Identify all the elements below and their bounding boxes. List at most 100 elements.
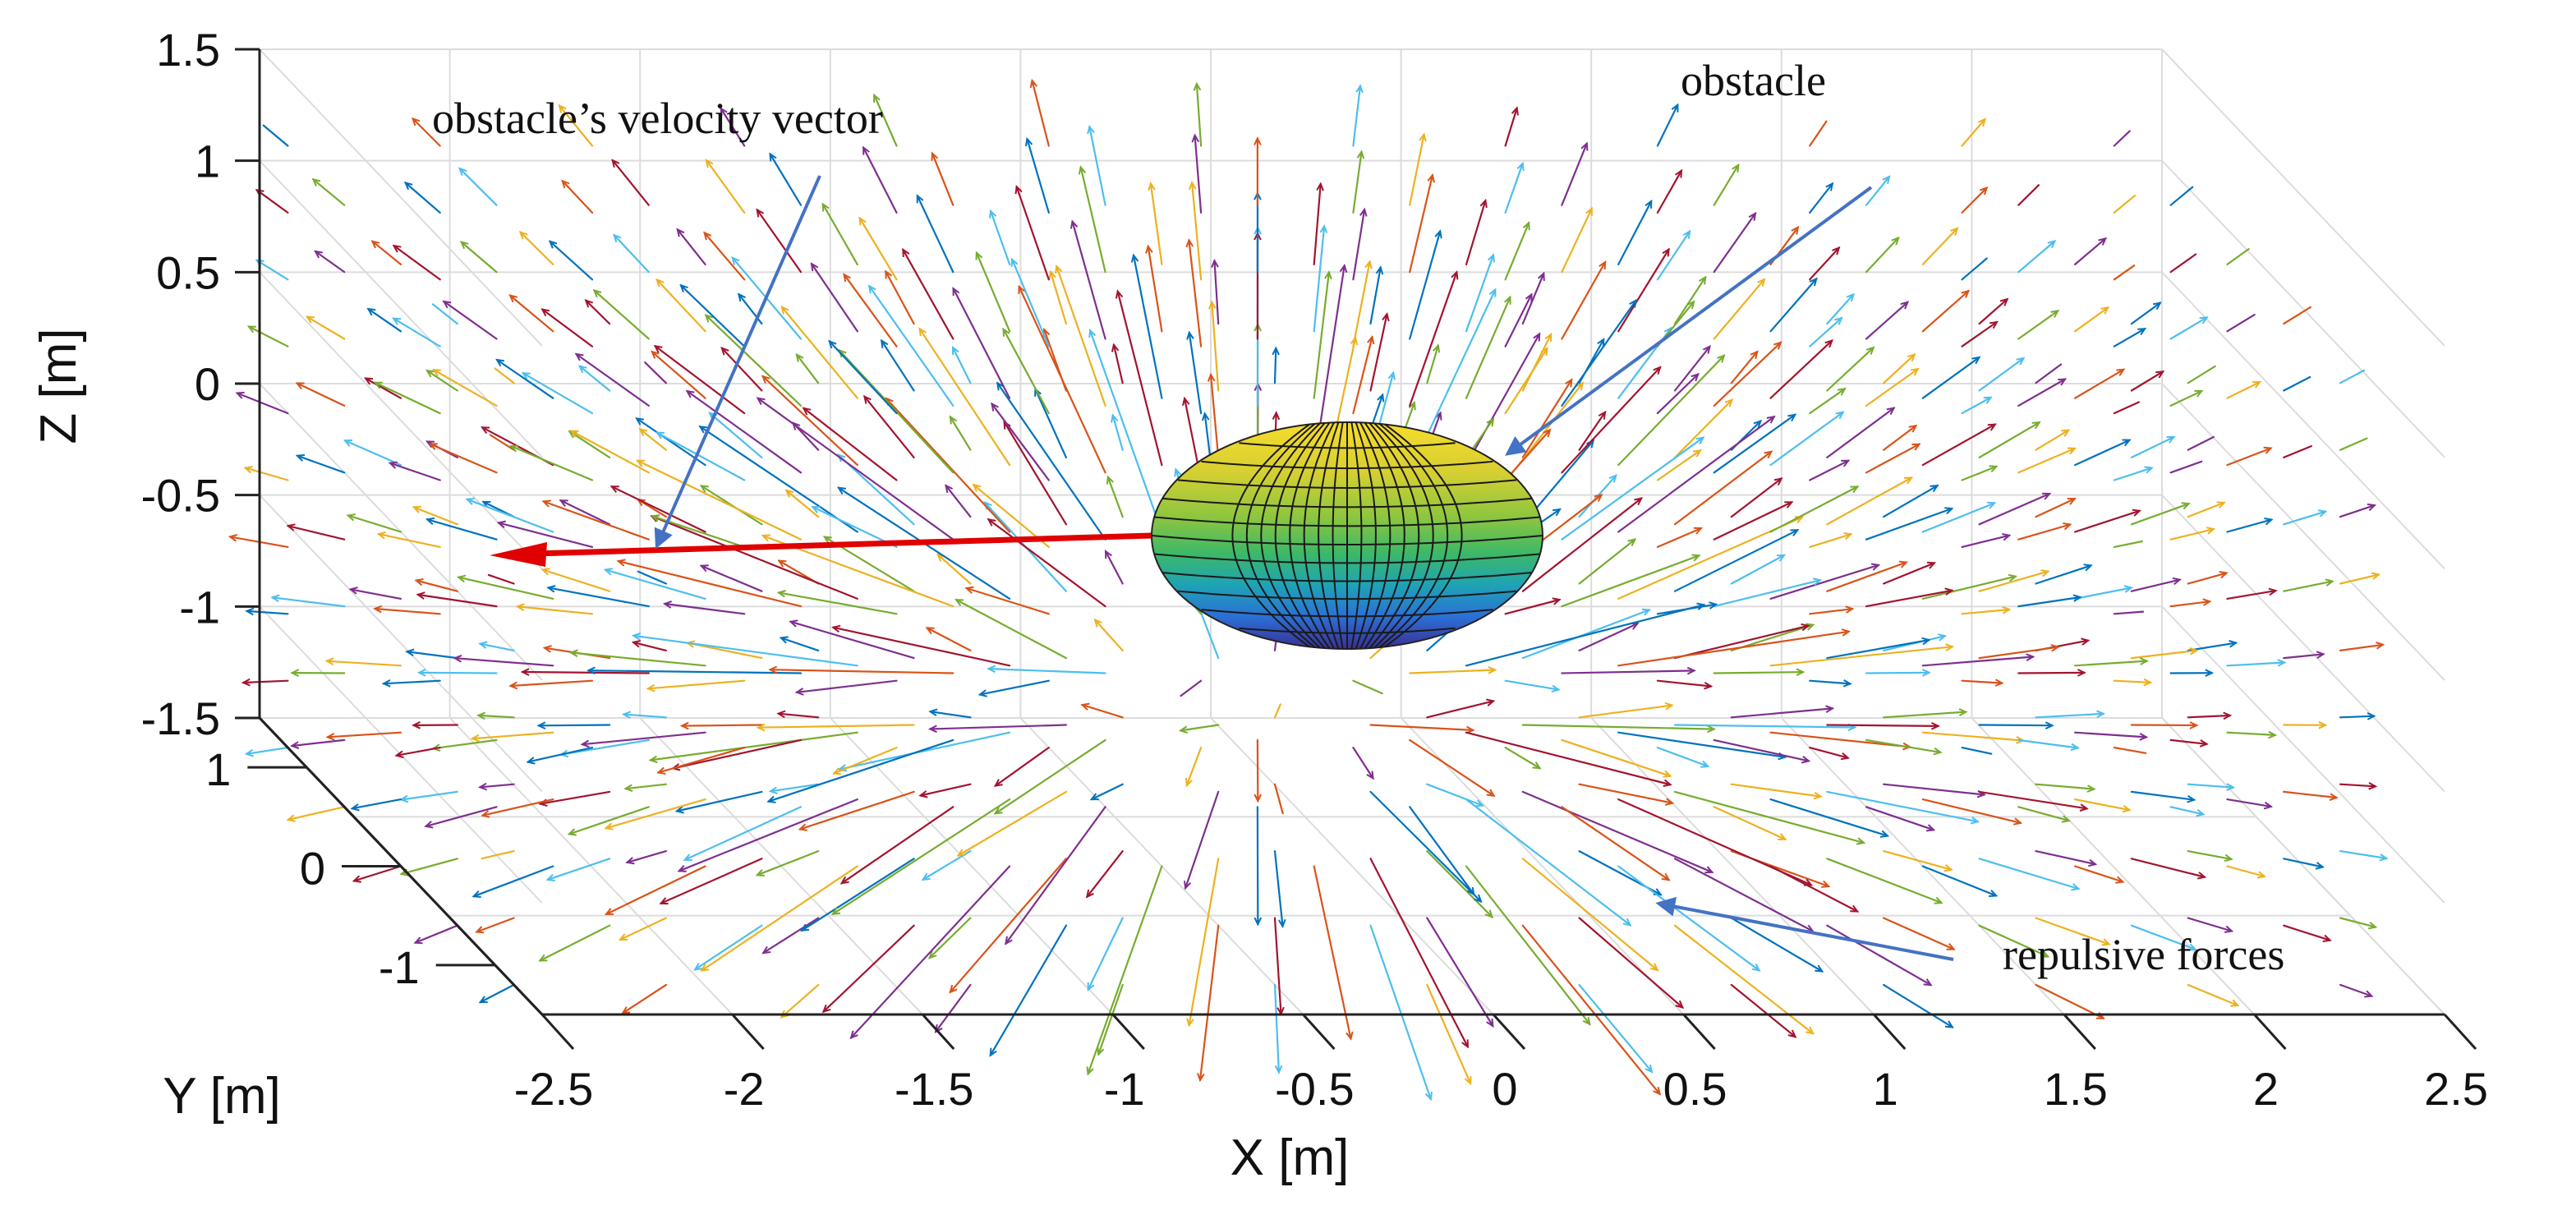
force-vector [371, 240, 402, 265]
force-vector-head [1024, 136, 1033, 147]
x-tick-mark [1302, 1013, 1336, 1051]
force-vector-head [2224, 925, 2234, 933]
x-tick-mark [2443, 1013, 2477, 1051]
annotation-repulsive-text: repulsive forces [2003, 930, 2284, 979]
force-vector-head [653, 344, 663, 353]
force-vector-head [392, 244, 402, 253]
force-vector-head [2263, 801, 2274, 810]
force-vector-head [1193, 81, 1202, 91]
force-vector [703, 232, 746, 281]
force-vector-head [2325, 578, 2334, 587]
annotation-velocity-text: obstacle’s velocity vector [432, 94, 883, 143]
force-vector-head [388, 461, 398, 469]
force-vector-head [1977, 117, 1987, 127]
y-tick-label: -1 [379, 941, 420, 993]
force-vector [1730, 707, 1833, 719]
force-vector-head [475, 926, 485, 934]
force-vector [575, 352, 650, 407]
force-vector-head [1093, 618, 1102, 628]
force-vector-head [945, 484, 954, 494]
force-vector-head [1748, 211, 1757, 221]
force-vector [929, 711, 972, 719]
force-vector-head [1706, 725, 1716, 734]
force-vector [367, 307, 402, 333]
force-vector-head [2096, 710, 2106, 719]
force-vector [306, 315, 346, 340]
grid-line [259, 271, 543, 570]
force-vector-head [2196, 808, 2206, 817]
force-vector-head [343, 439, 353, 447]
force-vector-head [2268, 730, 2278, 739]
force-vector-head [1014, 185, 1023, 195]
force-vector [1826, 293, 1855, 325]
force-vector-head [1825, 705, 1835, 713]
force-vector [1465, 200, 1487, 265]
force-vector [680, 724, 763, 727]
force-vector [2339, 504, 2376, 518]
force-vector-head [348, 587, 358, 595]
force-vector-head [2181, 502, 2191, 510]
force-vector [1273, 783, 1284, 815]
force-vector-head [1702, 344, 1711, 354]
force-vector [291, 738, 346, 748]
x-tick-label: 2.5 [2424, 1063, 2488, 1115]
force-vector [885, 398, 1011, 533]
force-vector-head [2143, 678, 2153, 687]
force-vector-head [518, 230, 528, 240]
annotation-obstacle-text: obstacle [1681, 56, 1826, 105]
force-vector [1809, 246, 1840, 281]
force-vector [585, 299, 611, 325]
force-vector [945, 484, 972, 518]
force-vector-head [1937, 633, 1948, 642]
force-vector-head [2061, 815, 2071, 823]
force-vector-head [558, 104, 567, 113]
force-vector-head [1594, 494, 1603, 503]
force-vector-head [761, 534, 770, 542]
force-vector-head [2230, 999, 2240, 1007]
force-vector [314, 250, 346, 274]
force-vector [1961, 679, 2003, 684]
force-vector-head [885, 269, 893, 279]
force-vector [1504, 162, 1524, 214]
force-vector [1769, 865, 1859, 913]
force-vector-head [656, 766, 666, 775]
force-vector-head [2031, 421, 2041, 430]
force-vector-head [2122, 804, 2132, 813]
force-vector-head [800, 923, 810, 932]
force-vector-head [625, 857, 635, 865]
force-vector [965, 587, 1050, 615]
force-vector [2339, 437, 2368, 451]
force-vector [1031, 79, 1050, 147]
force-vector-head [1148, 182, 1156, 191]
force-vector [1865, 301, 1909, 340]
force-vector [656, 431, 746, 481]
force-vector-head [1622, 918, 1632, 927]
force-vector-head [2115, 876, 2125, 884]
y-tick-label: 1 [205, 743, 231, 795]
force-vector-head [1696, 602, 1706, 610]
force-vector-head [1879, 830, 1890, 838]
force-vector [769, 153, 803, 206]
force-vector-head [392, 317, 402, 325]
force-vector [1213, 260, 1220, 325]
force-vector [2074, 237, 2107, 265]
force-vector-head [426, 369, 435, 378]
force-vector [1081, 703, 1124, 719]
force-vector [699, 426, 858, 533]
force-vector [1730, 917, 1824, 973]
force-vector [785, 489, 820, 518]
force-vector [632, 634, 858, 667]
force-vector [349, 588, 402, 600]
force-vector [678, 798, 858, 872]
force-vector-head [1930, 485, 1939, 493]
force-vector-head [1191, 133, 1200, 143]
force-vector [1521, 790, 1714, 873]
force-vector-head [243, 466, 253, 474]
force-vector-head [478, 641, 488, 649]
force-vector-head [1692, 449, 1702, 458]
force-vector-head [766, 795, 776, 803]
force-vector [1883, 983, 1953, 1028]
force-vector [2017, 378, 2067, 407]
force-vector [2187, 501, 2225, 518]
force-vector-head [228, 534, 238, 542]
